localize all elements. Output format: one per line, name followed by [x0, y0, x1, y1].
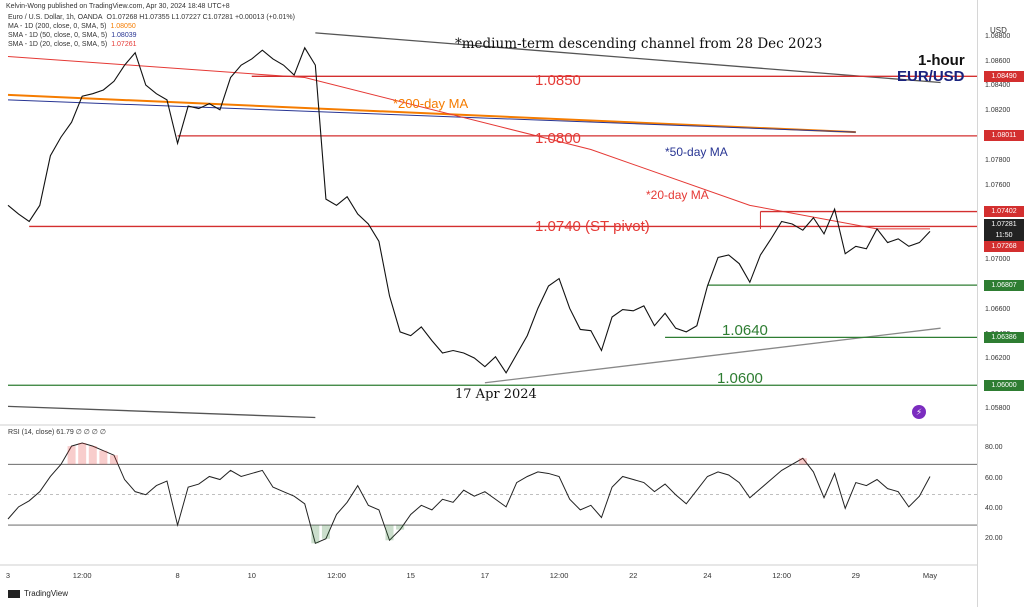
rsi-overbought-fill: [798, 458, 807, 465]
ma-line-2: [7, 55, 930, 230]
price-tag: 1.07268: [984, 240, 1024, 252]
rsi-overbought-fill: [99, 450, 108, 465]
axis-unit-label: USD: [990, 26, 1007, 35]
level-label-1-0800: 1.0800: [535, 130, 581, 147]
price-tick-label: 1.08200: [985, 107, 1011, 115]
rsi-oversold-fill: [321, 525, 330, 539]
publisher-header: Kelvin-Wong published on TradingView.com…: [6, 3, 230, 10]
time-tick-label: 15: [406, 571, 415, 580]
time-tick-label: 10: [247, 571, 256, 580]
time-tick-label: 24: [703, 571, 712, 580]
rsi-tick-label: 20.00: [985, 535, 1003, 543]
price-tag: 11:50: [984, 230, 1024, 242]
ma20-label: *20-day MA: [646, 188, 709, 202]
level-label-1-0600: 1.0600: [717, 370, 763, 387]
price-tick-label: 1.06200: [985, 355, 1011, 363]
rsi-oversold-fill: [311, 525, 320, 544]
price-tick-label: 1.07600: [985, 181, 1011, 189]
ma50-label: *50-day MA: [665, 145, 728, 159]
price-tick-label: 1.05800: [985, 405, 1011, 413]
symbol-label: EUR/USD: [897, 68, 965, 85]
tradingview-logo: TradingView: [8, 589, 68, 598]
rsi-tick-label: 60.00: [985, 474, 1003, 482]
price-tick-label: 1.08600: [985, 57, 1011, 65]
time-tick-label: May: [922, 571, 938, 580]
rsi-overbought-fill: [109, 455, 118, 465]
time-tick-label: 8: [175, 571, 180, 580]
price-tag: 1.06386: [984, 331, 1024, 343]
price-tick-label: 1.07800: [985, 156, 1011, 164]
price-tick-label: 1.08800: [985, 32, 1011, 40]
price-line: [7, 46, 931, 374]
legend-item-price[interactable]: Euro / U.S. Dollar, 1h, OANDA O1.07268 H1…: [8, 14, 295, 21]
price-tag: 1.06000: [984, 379, 1024, 391]
rsi-overbought-fill: [67, 446, 76, 465]
time-tick-label: 12:00: [549, 571, 569, 580]
price-tag: 1.08011: [984, 130, 1024, 142]
rsi-oversold-fill: [385, 525, 394, 541]
rsi-line: [7, 442, 931, 544]
channel-line-1: [7, 405, 316, 419]
time-tick-label: 12:00: [327, 571, 346, 580]
ma-line-1: [7, 99, 856, 133]
price-tag: 1.07402: [984, 205, 1024, 217]
price-tick-label: 1.08400: [985, 82, 1011, 90]
ma-line-0: [7, 93, 856, 134]
rsi-tick-label: 80.00: [985, 444, 1003, 452]
time-tick-label: 22: [629, 571, 638, 580]
channel-line-0: [315, 32, 941, 84]
ma200-label: *200-day MA: [393, 96, 469, 111]
time-tick-label: 29: [851, 571, 860, 580]
legend-item-sma50[interactable]: SMA - 1D (50, close, 0, SMA, 5) 1.08039: [8, 32, 137, 39]
price-tick-label: 1.06600: [985, 305, 1011, 313]
legend-item-sma20[interactable]: SMA - 1D (20, close, 0, SMA, 5) 1.07261: [8, 41, 137, 48]
flash-icon[interactable]: ⚡: [912, 405, 926, 419]
timeframe-label: 1-hour: [918, 52, 965, 69]
low-date-label: 17 Apr 2024: [455, 387, 537, 402]
rsi-overbought-fill: [78, 443, 87, 465]
pivot-label: 1.0740 (ST pivot): [535, 218, 650, 235]
price-tag: 1.07281: [984, 219, 1024, 231]
time-tick-label: 3: [5, 571, 11, 580]
legend-item-ma200[interactable]: MA - 1D (200, close, 0, SMA, 5) 1.08050: [8, 23, 136, 30]
price-tag: 1.08490: [984, 70, 1024, 82]
channel-annotation: *medium-term descending channel from 28 …: [455, 36, 823, 52]
time-tick-label: 12:00: [772, 571, 792, 580]
channel-line-2: [484, 327, 941, 384]
rsi-tick-label: 40.00: [985, 504, 1003, 512]
tradingview-logo-icon: [8, 589, 20, 598]
price-tick-label: 1.07000: [985, 256, 1011, 264]
level-label-1-0640: 1.0640: [722, 322, 768, 339]
time-tick-label: 17: [480, 571, 490, 580]
time-tick-label: 12:00: [72, 571, 92, 580]
rsi-overbought-fill: [88, 446, 97, 465]
rsi-oversold-fill: [396, 525, 405, 530]
price-tag: 1.06807: [984, 279, 1024, 291]
price-axis[interactable]: [977, 0, 1024, 607]
level-label-1-0850: 1.0850: [535, 72, 581, 89]
rsi-header[interactable]: RSI (14, close) 61.79 ∅ ∅ ∅ ∅: [8, 429, 106, 436]
